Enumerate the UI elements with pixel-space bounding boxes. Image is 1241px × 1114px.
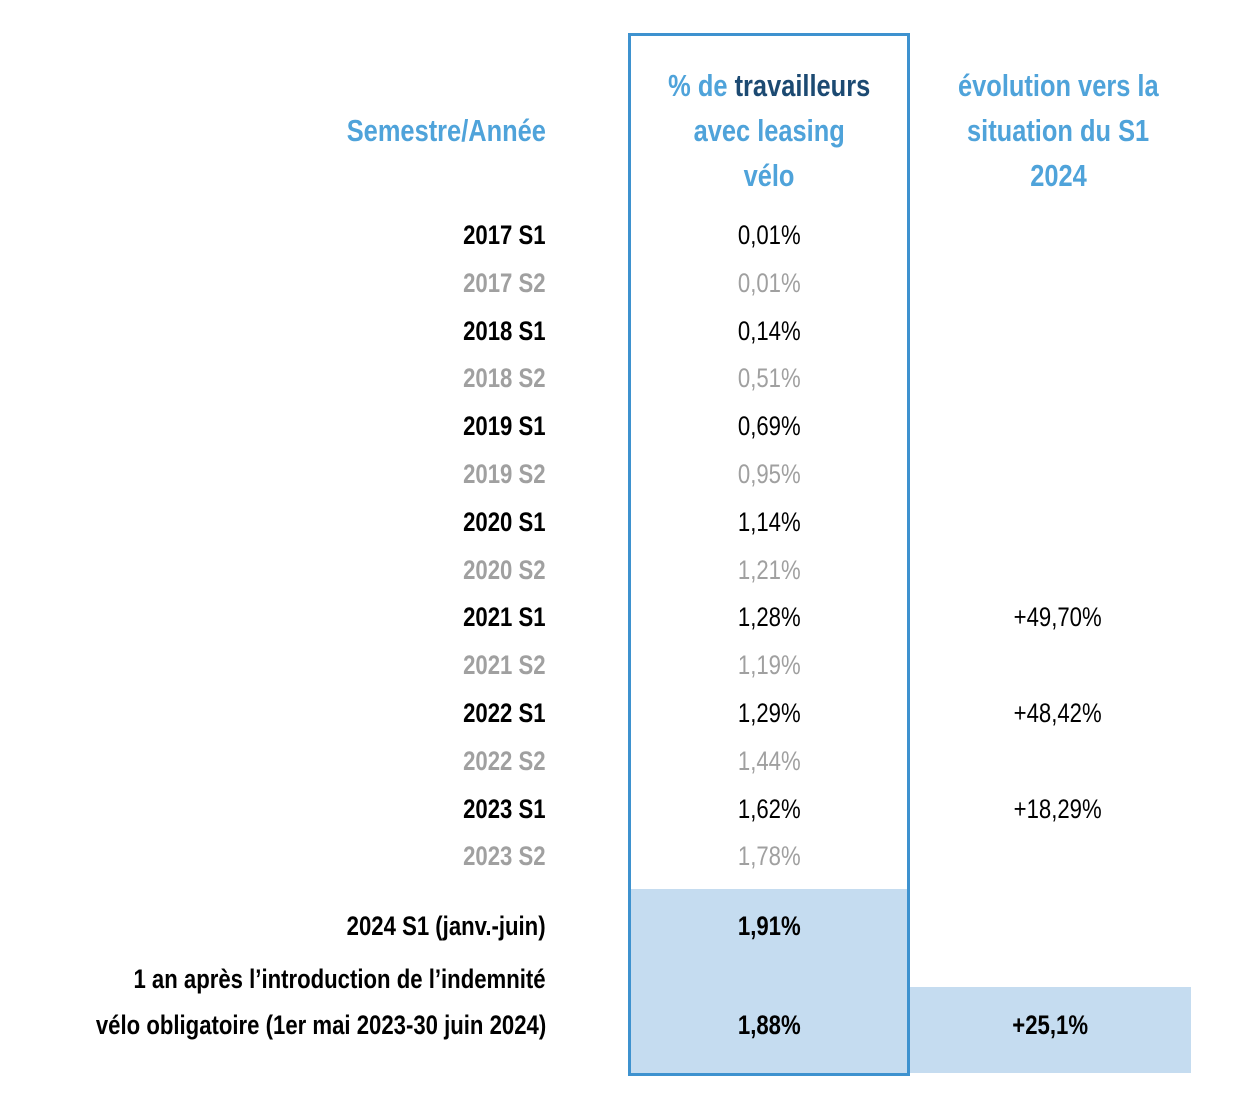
row-pct-value: 1,28%	[737, 602, 801, 632]
year-after-label-line1: 1 an après l’introduction de l’indemnité	[133, 964, 546, 994]
header-period: Semestre/Année	[346, 113, 546, 148]
row-evolution-value: +18,29%	[1013, 794, 1103, 824]
year-after-evolution-value: +25,1%	[1012, 1010, 1089, 1040]
row-pct-value: 0,95%	[737, 459, 801, 489]
row-pct-value: 0,69%	[737, 411, 801, 441]
row-pct-value: 0,51%	[737, 363, 801, 393]
row-period-label: 2022 S2	[463, 746, 546, 776]
highlight-fill-pct	[631, 889, 907, 1073]
year-after-label-line2: vélo obligatoire (1er mai 2023-30 juin 2…	[95, 1010, 546, 1040]
row-pct-value: 1,19%	[737, 650, 801, 680]
row-pct-value: 1,21%	[737, 555, 801, 585]
row-period-label: 2020 S2	[463, 555, 546, 585]
row-pct-value: 1,62%	[737, 794, 801, 824]
row-pct-value: 1,14%	[737, 507, 801, 537]
summary-period-label: 2024 S1 (janv.-juin)	[347, 911, 546, 941]
row-period-label: 2017 S2	[463, 268, 546, 298]
row-period-label: 2023 S2	[463, 841, 546, 871]
summary-pct-value: 1,91%	[737, 911, 801, 941]
row-period-label: 2019 S1	[463, 411, 546, 441]
row-pct-value: 0,01%	[737, 220, 801, 250]
row-evolution-value: +48,42%	[1013, 698, 1103, 728]
row-pct-value: 0,14%	[737, 316, 801, 346]
header-pct: % de travailleurs avec leasing vélo	[667, 68, 871, 193]
row-pct-value: 0,01%	[737, 268, 801, 298]
row-period-label: 2019 S2	[463, 459, 546, 489]
row-period-label: 2023 S1	[463, 794, 546, 824]
header-evolution: évolution vers la situation du S1 2024	[957, 68, 1159, 193]
row-period-label: 2021 S2	[463, 650, 546, 680]
year-after-pct-value: 1,88%	[737, 1010, 801, 1040]
highlight-fill-evolution	[910, 987, 1191, 1073]
row-period-label: 2017 S1	[463, 220, 546, 250]
row-evolution-value: +49,70%	[1013, 602, 1103, 632]
row-period-label: 2021 S1	[463, 602, 546, 632]
row-period-label: 2018 S2	[463, 363, 546, 393]
highlight-column-border	[628, 33, 910, 1076]
row-pct-value: 1,78%	[737, 841, 801, 871]
row-period-label: 2018 S1	[463, 316, 546, 346]
row-pct-value: 1,29%	[737, 698, 801, 728]
row-pct-value: 1,44%	[737, 746, 801, 776]
row-period-label: 2020 S1	[463, 507, 546, 537]
row-period-label: 2022 S1	[463, 698, 546, 728]
